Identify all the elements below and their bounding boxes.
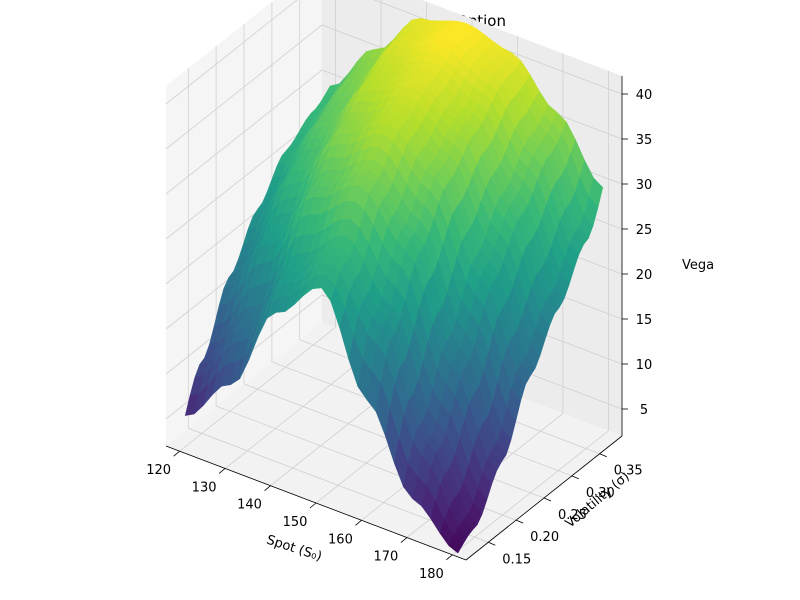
z-tick-label: 35: [636, 133, 653, 148]
surface-mesh: [184, 17, 604, 554]
z-tick-label: 40: [636, 88, 653, 103]
x-tick: [309, 502, 317, 509]
y-axis-label: Volatility (σ): [563, 469, 633, 531]
z-tick-label: 30: [636, 178, 653, 193]
y-tick: [515, 519, 524, 524]
y-tick: [571, 475, 580, 480]
x-tick-label: 130: [192, 480, 217, 495]
y-tick: [599, 453, 607, 458]
x-tick-label: 120: [146, 463, 171, 478]
y-tick-label: 0.20: [530, 530, 559, 545]
y-tick-label: 0.35: [614, 464, 643, 479]
y-tick-label: 0.25: [558, 508, 587, 523]
grid-line-x: [452, 70, 609, 556]
z-tick-label: 25: [636, 223, 653, 238]
x-tick: [400, 537, 408, 543]
z-tick-label: 15: [636, 313, 653, 328]
tick-marks: 120 130 140 150 160 170 180 0.15 0.20 0.25 0.30 0.3…: [146, 88, 652, 582]
y-tick-label: 0.30: [586, 486, 615, 501]
x-tick-label: 180: [419, 567, 444, 582]
z-tick-label: 10: [636, 358, 653, 373]
x-axis-label: Spot (S₀): [265, 533, 324, 565]
y-tick: [488, 541, 496, 546]
y-tick: [543, 497, 552, 502]
grid-line-y: [187, 68, 489, 543]
x-tick-label: 140: [237, 498, 262, 513]
x-tick-label: 150: [283, 515, 308, 530]
x-tick: [218, 468, 226, 474]
y-tick-label: 0.15: [502, 552, 531, 567]
x-tick: [446, 554, 453, 561]
x-tick: [355, 519, 362, 526]
z-tick-label: 5: [640, 403, 648, 418]
surface-patch: [448, 535, 464, 554]
x-tick: [173, 450, 180, 457]
x-tick-label: 160: [328, 532, 353, 547]
x-tick: [264, 485, 271, 492]
z-tick-label: 20: [636, 268, 653, 283]
grid-line-z: [165, 0, 623, 105]
x-tick-label: 170: [373, 550, 398, 565]
z-axis-label: Vega: [682, 258, 714, 273]
